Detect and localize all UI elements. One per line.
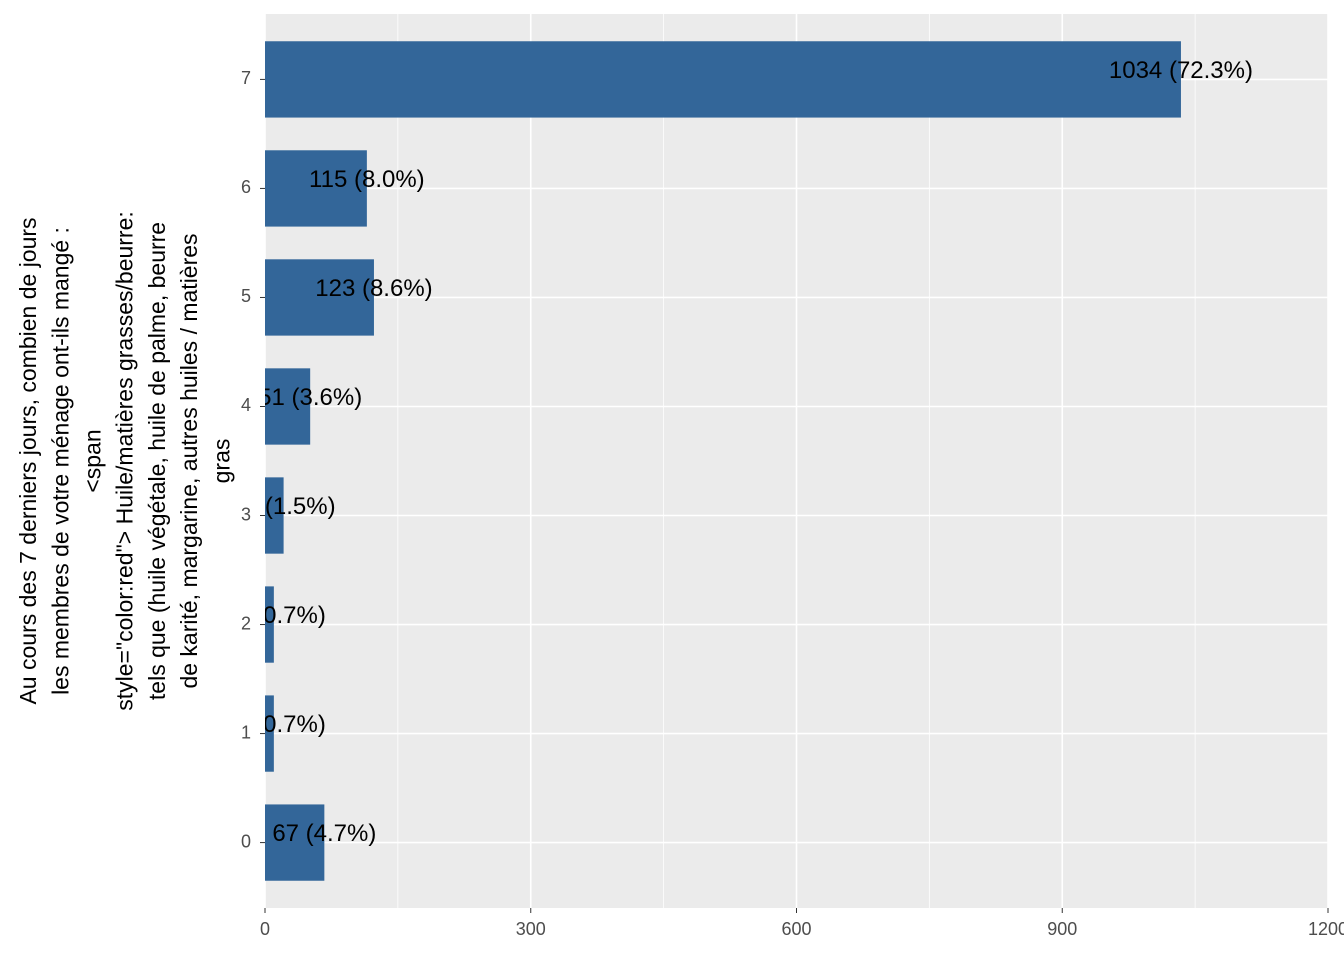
- data-label: 51 (3.6%): [258, 384, 362, 411]
- y-tick-label: 4: [241, 395, 251, 415]
- y-tick-label: 1: [241, 722, 251, 742]
- data-label: 123 (8.6%): [315, 275, 432, 302]
- plot-area: 67 (4.7%) 10 (0.7%) 10 (0.7%) 21 (1.5%) 51 (…: [222, 41, 1253, 881]
- data-label: 1034 (72.3%): [1109, 57, 1253, 84]
- x-tick-label: 0: [260, 919, 270, 939]
- y-axis-title-line: tels que (huile végétale, huile de palme…: [144, 222, 170, 700]
- bar: [265, 804, 325, 881]
- data-label: 10 (0.7%): [222, 711, 326, 738]
- y-tick-label: 2: [241, 613, 251, 633]
- y-axis-title-line: <span: [79, 429, 105, 492]
- y-tick-label: 3: [241, 504, 251, 524]
- y-axis-title-line: Au cours des 7 derniers jours, combien d…: [15, 217, 41, 704]
- grid: [264, 14, 1329, 908]
- y-tick-label: 7: [241, 68, 251, 88]
- y-axis-title-line: gras: [208, 439, 234, 484]
- y-tick-label: 0: [241, 831, 251, 851]
- bar: [265, 695, 274, 772]
- data-label: 21 (1.5%): [232, 493, 336, 520]
- bar: [265, 41, 1181, 118]
- x-tick-label: 600: [781, 919, 811, 939]
- x-tick-label: 300: [516, 919, 546, 939]
- y-tick-label: 5: [241, 286, 251, 306]
- bar: [265, 368, 311, 445]
- bar: [265, 477, 284, 554]
- bar: [265, 259, 374, 336]
- data-label: 115 (8.0%): [309, 166, 425, 193]
- bar: [265, 586, 274, 663]
- y-axis-title-line: les membres de votre ménage ont-ils mang…: [47, 227, 73, 695]
- data-label: 67 (4.7%): [272, 820, 376, 847]
- y-axis-title-line: de karité, margarine, autres huiles / ma…: [176, 233, 202, 688]
- y-tick-label: 6: [241, 177, 251, 197]
- y-axis-title-line: style="color:red"> Huile/matières grasse…: [112, 211, 138, 711]
- axes: 0 300 600 900 1200 0 1 2 3 4 5 6 7: [241, 68, 1344, 939]
- bar: [265, 150, 367, 227]
- x-tick-label: 1200: [1308, 919, 1344, 939]
- x-tick-label: 900: [1047, 919, 1077, 939]
- data-label: 10 (0.7%): [222, 602, 326, 629]
